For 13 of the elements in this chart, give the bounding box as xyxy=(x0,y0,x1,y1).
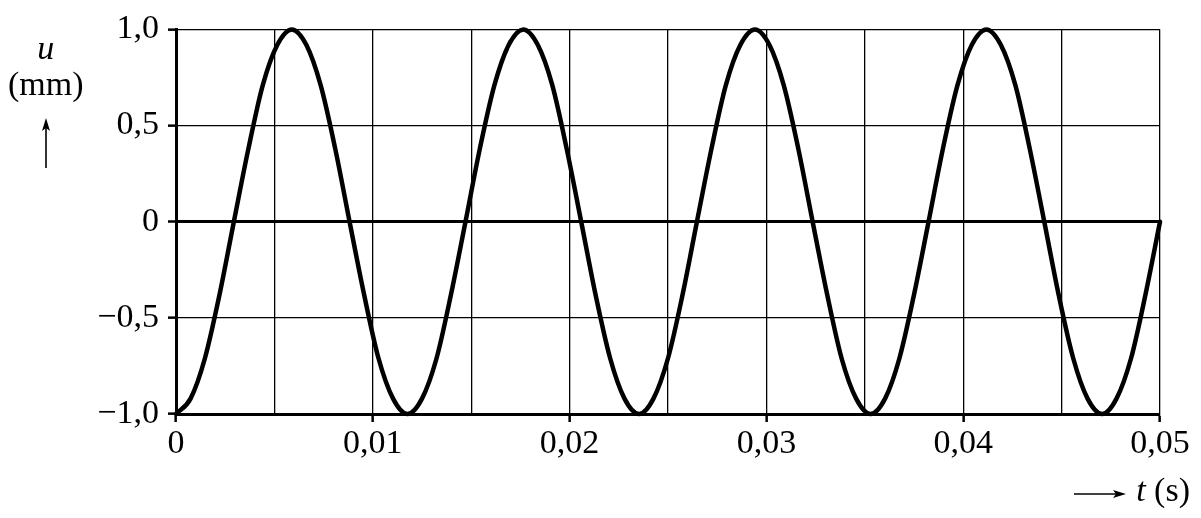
y-tick-label: 0,5 xyxy=(116,104,159,142)
y-tick-label: −0,5 xyxy=(97,296,159,334)
y-tick-label: 0 xyxy=(142,200,159,238)
x-tick-label: 0,02 xyxy=(539,423,600,461)
x-tick-label: 0 xyxy=(167,423,185,461)
x-tick-label: 0,01 xyxy=(343,423,403,461)
y-axis-title: u (mm) xyxy=(8,29,84,102)
x-tick-label: 0,04 xyxy=(933,423,993,461)
y-tick-label: 1,0 xyxy=(116,8,159,46)
x-tick-label: 0,05 xyxy=(1130,423,1190,461)
x-tick-label: 0,03 xyxy=(736,423,797,461)
x-axis-title: t (s) xyxy=(1136,471,1190,508)
y-tick-label: −1,0 xyxy=(97,392,159,430)
